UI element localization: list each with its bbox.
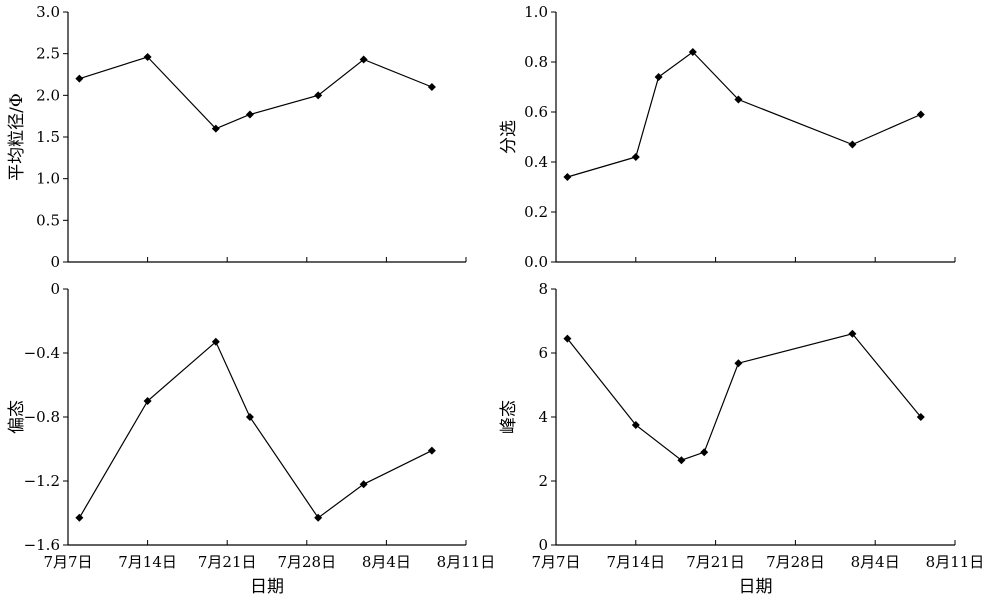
y-axis-title: 偏态: [7, 400, 27, 434]
y-tick-label: −1.6: [24, 536, 60, 554]
data-point: [75, 74, 84, 83]
x-tick-label: 7月14日: [118, 553, 177, 571]
y-axis-title: 平均粒径/Φ: [7, 93, 27, 181]
data-point: [916, 413, 925, 421]
data-point: [211, 124, 220, 133]
data-point: [654, 73, 663, 81]
data-point: [631, 153, 640, 161]
data-point: [563, 173, 572, 181]
x-axis-title: 日期: [250, 577, 284, 597]
x-tick-label: 7月28日: [766, 553, 825, 571]
y-tick-label: 0.2: [524, 203, 548, 221]
data-point: [734, 95, 743, 104]
y-axis-title: 峰态: [499, 400, 519, 434]
y-tick-label: 1.0: [524, 3, 548, 21]
data-point: [688, 48, 697, 56]
x-tick-label: 8月4日: [851, 553, 900, 571]
x-tick-label: 7月7日: [531, 553, 580, 571]
y-tick-label: 2.5: [36, 45, 60, 63]
y-tick-label: 4: [538, 408, 548, 426]
x-tick-label: 7月14日: [606, 553, 665, 571]
x-tick-label: 7月21日: [198, 553, 257, 571]
y-tick-label: 6: [538, 344, 548, 362]
y-tick-label: −0.4: [24, 344, 60, 362]
data-point: [245, 110, 254, 119]
data-point: [314, 513, 323, 522]
data-point: [427, 446, 436, 455]
y-tick-label: 0.4: [524, 153, 548, 171]
series-line: [78, 340, 433, 519]
y-tick-label: 0.8: [524, 53, 548, 71]
x-tick-label: 8月11日: [437, 553, 496, 571]
y-tick-label: 0.0: [524, 253, 548, 271]
x-tick-label: 8月11日: [926, 553, 985, 571]
data-point: [245, 413, 254, 421]
data-point: [359, 55, 368, 64]
y-tick-label: 0.5: [36, 211, 60, 229]
y-tick-label: 2.0: [36, 86, 60, 104]
series-line: [79, 56, 433, 130]
data-point: [734, 359, 743, 368]
data-point: [359, 480, 368, 489]
data-point: [677, 456, 686, 465]
x-tick-label: 7月21日: [686, 553, 745, 571]
y-tick-label: −1.2: [24, 472, 60, 490]
data-point: [631, 421, 640, 429]
x-axis-title: 日期: [739, 577, 773, 597]
y-tick-label: −0.8: [24, 408, 60, 426]
y-tick-label: 3.0: [36, 3, 60, 21]
data-point: [848, 329, 857, 338]
data-point: [848, 140, 857, 149]
x-tick-label: 7月28日: [277, 553, 336, 571]
x-tick-label: 8月4日: [362, 553, 411, 571]
data-point: [143, 53, 152, 61]
data-point: [916, 110, 925, 119]
data-point: [314, 91, 323, 100]
data-point: [563, 334, 572, 343]
x-tick-label: 7月7日: [43, 553, 92, 571]
chart-panel-2: 1.0 0.8 0.6 0.4 0.2 0.0 分选: [499, 3, 956, 271]
y-axis-title: 分选: [499, 120, 519, 154]
data-point: [75, 513, 84, 522]
y-tick-label: 0: [538, 536, 548, 554]
data-point: [211, 337, 220, 346]
data-point: [427, 83, 436, 91]
y-tick-label: 8: [538, 280, 548, 298]
y-tick-label: 1.5: [36, 128, 60, 146]
y-tick-label: 1.0: [36, 170, 60, 188]
series-line: [566, 333, 922, 461]
data-point: [700, 448, 709, 457]
series-line: [567, 51, 922, 178]
y-tick-label: 0: [50, 253, 60, 271]
y-tick-label: 0: [50, 280, 60, 298]
data-point: [143, 397, 152, 405]
y-tick-label: 2: [538, 472, 548, 490]
y-tick-label: 0.6: [524, 103, 548, 121]
chart-panel-1: 3.0 2.5 2.0 1.5 1.0 0.5 0 平均粒径/Φ: [7, 3, 467, 271]
